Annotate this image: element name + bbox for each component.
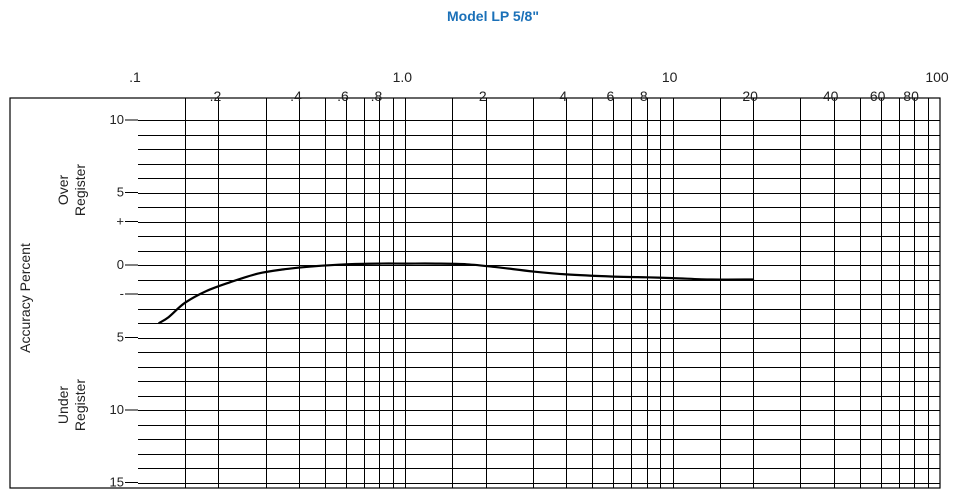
x-tick-label: 1.0: [393, 69, 413, 85]
x-tick-label: 6: [606, 88, 614, 104]
under-register-label-1: Under: [55, 386, 71, 424]
y-tick-labels: 10 5 +0 - 5 10 15: [110, 112, 138, 490]
over-register-label-1: Over: [55, 174, 71, 205]
y-tick-label: 10: [110, 112, 124, 127]
x-tick-label: .8: [371, 88, 383, 104]
y-tick-label: 10: [110, 402, 124, 417]
x-tick-label: 8: [640, 88, 648, 104]
under-register-label-2: Register: [72, 379, 88, 431]
y-tick-label: -: [120, 286, 124, 301]
y-tick-label: 5: [117, 330, 124, 345]
x-tick-label: .6: [337, 88, 349, 104]
x-tick-label: .1: [129, 69, 141, 85]
grid: [138, 98, 940, 488]
x-tick-label: 4: [559, 88, 567, 104]
accuracy-curve: [159, 264, 753, 323]
x-tick-label: 2: [479, 88, 487, 104]
x-tick-label: 10: [662, 69, 678, 85]
x-tick-label: 40: [823, 88, 839, 104]
series: [159, 264, 753, 323]
x-tick-labels: .1 .2 .4 .6 .8 1.0 2 4 6 8 10 20 40 60 80 100: [129, 69, 949, 104]
x-tick-label: 20: [742, 88, 758, 104]
y-tick-label: 0: [117, 257, 124, 272]
x-tick-label: 100: [925, 69, 949, 85]
y-axis-label: Accuracy Percent: [17, 243, 33, 353]
x-tick-label: .4: [290, 88, 302, 104]
over-register-label-2: Register: [72, 164, 88, 216]
x-tick-label: .2: [210, 88, 222, 104]
x-tick-label: 80: [903, 88, 919, 104]
x-tick-label: 60: [870, 88, 886, 104]
y-tick-label: 15: [110, 475, 124, 490]
y-tick-label: +: [116, 214, 124, 229]
chart-title: Model LP 5/8": [447, 8, 539, 24]
y-tick-label: 5: [117, 185, 124, 200]
